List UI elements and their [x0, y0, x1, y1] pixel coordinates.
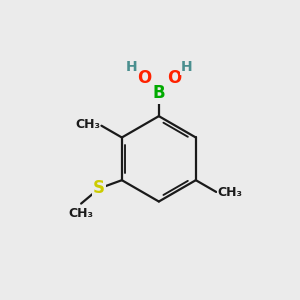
Text: CH₃: CH₃ [75, 118, 100, 131]
Text: S: S [93, 179, 105, 197]
Text: O: O [137, 69, 151, 87]
Text: CH₃: CH₃ [218, 186, 243, 199]
Text: H: H [180, 60, 192, 74]
Text: O: O [167, 69, 181, 87]
Text: B: B [152, 84, 165, 102]
Text: CH₃: CH₃ [69, 207, 94, 220]
Text: H: H [126, 60, 137, 74]
